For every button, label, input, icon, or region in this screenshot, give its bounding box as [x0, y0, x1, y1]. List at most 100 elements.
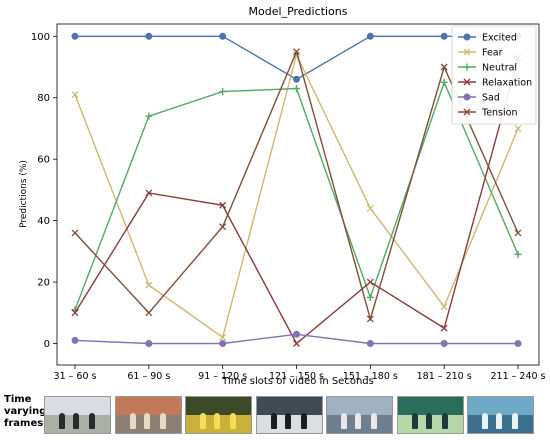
legend-label: Sad	[482, 93, 500, 104]
x-tick-label: 181 – 210 s	[417, 371, 472, 382]
data-point-stroke	[514, 124, 522, 132]
legend-entry: Excited	[458, 33, 517, 44]
person-figure	[496, 413, 502, 429]
data-point-stroke	[219, 333, 227, 341]
data-point	[145, 309, 153, 317]
person-figure	[143, 413, 150, 429]
data-point	[514, 250, 522, 258]
series-layer	[71, 32, 522, 347]
person-figure	[270, 413, 277, 429]
person-figure	[441, 413, 448, 429]
data-point	[219, 88, 227, 96]
data-point	[366, 315, 374, 323]
person-figure	[300, 413, 307, 429]
person-figure	[59, 413, 65, 429]
data-point-stroke	[440, 303, 448, 311]
data-point	[366, 339, 374, 347]
legend-box	[451, 25, 537, 125]
data-point	[463, 93, 471, 101]
person-figure	[341, 413, 347, 429]
data-point-stroke	[219, 223, 227, 231]
data-point	[440, 324, 448, 332]
data-point	[71, 336, 79, 344]
frames-label: Time varying frames	[4, 394, 47, 429]
person-figure	[425, 413, 432, 429]
plot-frame	[56, 23, 540, 366]
legend-label: Excited	[482, 33, 517, 44]
legend-label: Relaxation	[482, 78, 532, 89]
legend-entry: Fear	[458, 48, 503, 59]
data-point-stroke	[71, 229, 79, 237]
data-point-stroke	[293, 340, 300, 347]
frame-thumbnail	[185, 396, 252, 434]
legend-entry: Sad	[458, 93, 500, 104]
data-point	[219, 32, 227, 40]
frame-background	[45, 397, 110, 415]
data-point	[293, 48, 300, 56]
data-point	[293, 85, 300, 93]
y-tick-label: 80	[37, 93, 50, 104]
data-point	[293, 75, 300, 83]
y-tick-label: 100	[31, 32, 50, 43]
frame-background	[186, 397, 251, 415]
frame-thumbnail	[114, 396, 182, 434]
data-point	[219, 201, 227, 209]
person-figure	[214, 413, 220, 429]
chart-title: Model_Predictions	[249, 5, 348, 18]
data-point	[366, 204, 374, 212]
data-point	[71, 309, 79, 317]
y-axis: 0 20 40 60 80 100	[31, 32, 57, 350]
x-axis: 31 – 60 s 61 – 90 s 91 – 120 s 121 – 150 s 1…	[54, 365, 546, 382]
frame-thumbnail	[467, 396, 534, 434]
x-tick-label: 211 – 240 s	[490, 371, 545, 382]
x-tick-label: 151 – 180 s	[343, 371, 398, 382]
data-point-stroke	[71, 309, 79, 317]
series-line	[74, 52, 519, 339]
data-point	[514, 124, 522, 132]
data-point	[219, 339, 227, 347]
person-figure	[512, 413, 518, 429]
data-point-stroke	[440, 63, 448, 71]
y-tick-label: 60	[37, 155, 50, 166]
x-tick-label: 91 – 120 s	[198, 371, 247, 382]
data-point-stroke	[366, 278, 374, 286]
person-figure	[411, 413, 418, 429]
data-point-stroke	[145, 281, 153, 289]
data-point	[293, 340, 300, 347]
data-point	[440, 303, 448, 311]
data-point-stroke	[366, 315, 374, 323]
data-point-stroke	[71, 91, 79, 99]
data-point-stroke	[145, 189, 153, 197]
x-tick-label: 31 – 60 s	[54, 371, 97, 382]
person-figure	[200, 413, 206, 429]
data-point	[440, 339, 448, 347]
x-axis-label: Time slots of video in Seconds	[221, 376, 374, 385]
y-tick-label: 40	[37, 216, 50, 227]
legend-label: Neutral	[482, 63, 517, 74]
series-line	[74, 80, 519, 310]
person-figure	[355, 413, 361, 429]
data-point	[463, 63, 471, 71]
data-point-stroke	[463, 78, 471, 86]
data-point	[440, 32, 448, 40]
data-point	[293, 330, 300, 338]
legend-label: Fear	[482, 48, 503, 59]
y-tick-label: 20	[37, 278, 50, 289]
person-figure	[371, 413, 377, 429]
person-figure	[159, 413, 166, 429]
data-point	[145, 339, 153, 347]
legend-entry: Neutral	[458, 63, 517, 74]
frame-thumbnail	[255, 396, 323, 434]
data-point	[514, 229, 522, 237]
x-tick-label: 121 – 150 s	[269, 371, 324, 382]
data-point	[366, 32, 374, 40]
data-point	[440, 78, 448, 86]
person-figure	[482, 413, 488, 429]
legend-entry: Relaxation	[458, 78, 532, 89]
data-point	[463, 78, 471, 86]
data-point-stroke	[366, 204, 374, 212]
data-point-stroke	[463, 108, 471, 116]
data-point	[219, 333, 227, 341]
legend: Excited Fear Neutral Relaxation Sad Tension	[451, 25, 537, 125]
data-point-stroke	[463, 48, 471, 56]
